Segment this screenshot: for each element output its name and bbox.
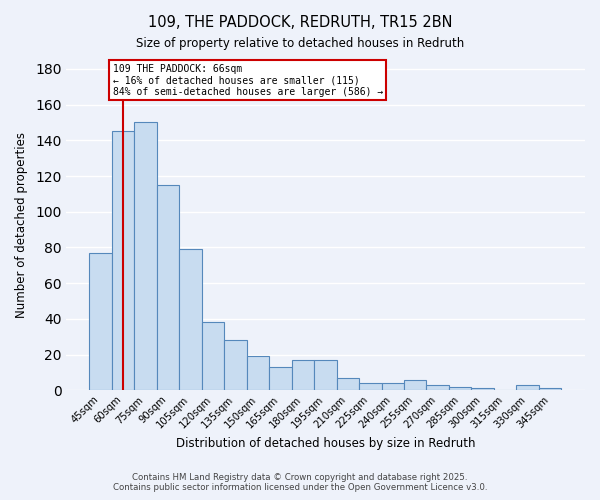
Bar	[292, 360, 314, 390]
Bar	[224, 340, 247, 390]
Bar	[427, 385, 449, 390]
Bar	[472, 388, 494, 390]
Bar	[314, 360, 337, 390]
Text: 109, THE PADDOCK, REDRUTH, TR15 2BN: 109, THE PADDOCK, REDRUTH, TR15 2BN	[148, 15, 452, 30]
Bar	[247, 356, 269, 390]
Text: Contains HM Land Registry data © Crown copyright and database right 2025.
Contai: Contains HM Land Registry data © Crown c…	[113, 473, 487, 492]
Bar	[157, 185, 179, 390]
Text: 109 THE PADDOCK: 66sqm
← 16% of detached houses are smaller (115)
84% of semi-de: 109 THE PADDOCK: 66sqm ← 16% of detached…	[113, 64, 383, 97]
Bar	[179, 249, 202, 390]
Y-axis label: Number of detached properties: Number of detached properties	[15, 132, 28, 318]
Bar	[89, 253, 112, 390]
Bar	[134, 122, 157, 390]
Bar	[202, 322, 224, 390]
Text: Size of property relative to detached houses in Redruth: Size of property relative to detached ho…	[136, 38, 464, 51]
Bar	[382, 383, 404, 390]
X-axis label: Distribution of detached houses by size in Redruth: Distribution of detached houses by size …	[176, 437, 475, 450]
Bar	[269, 367, 292, 390]
Bar	[359, 383, 382, 390]
Bar	[337, 378, 359, 390]
Bar	[539, 388, 562, 390]
Bar	[449, 386, 472, 390]
Bar	[404, 380, 427, 390]
Bar	[112, 132, 134, 390]
Bar	[517, 385, 539, 390]
